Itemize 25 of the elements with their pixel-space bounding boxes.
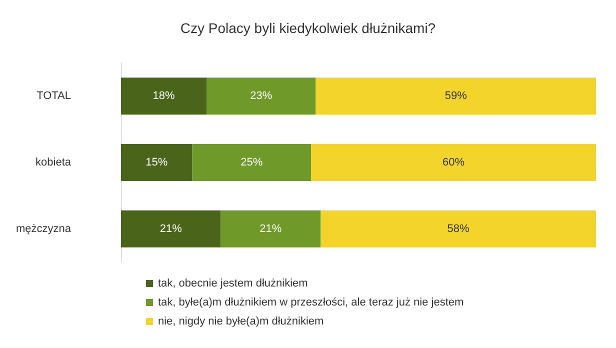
data-label: 60%	[442, 156, 465, 168]
data-label: 58%	[447, 222, 470, 235]
bar	[220, 210, 320, 248]
data-label: 25%	[240, 156, 263, 168]
bar	[206, 78, 316, 115]
chart-title: Czy Polacy byli kiedykolwiek dłużnikami?	[180, 20, 436, 36]
bar	[192, 144, 311, 181]
y-tick-label: TOTAL	[36, 90, 71, 102]
bar	[320, 210, 596, 248]
y-tick-label: mężczyzna	[16, 222, 72, 235]
bar	[121, 210, 221, 248]
legend-label: nie, nigdy nie byłe(a)m dłużnikiem	[158, 316, 324, 328]
legend-label: tak, obecnie jestem dłużnikiem	[158, 278, 308, 290]
data-label: 59%	[444, 90, 468, 102]
bar	[121, 78, 206, 115]
data-label: 21%	[160, 222, 182, 235]
data-label: 15%	[146, 156, 168, 168]
bar	[316, 78, 596, 115]
data-label: 21%	[260, 222, 282, 235]
y-tick-label: kobieta	[36, 156, 72, 168]
data-label: 23%	[250, 90, 272, 102]
bar	[311, 144, 596, 181]
legend-label: tak, byłe(a)m dłużnikiem w przeszłości, ale teraz już nie jestem	[158, 296, 464, 308]
bar	[121, 144, 192, 181]
data-label: 18%	[152, 90, 175, 102]
